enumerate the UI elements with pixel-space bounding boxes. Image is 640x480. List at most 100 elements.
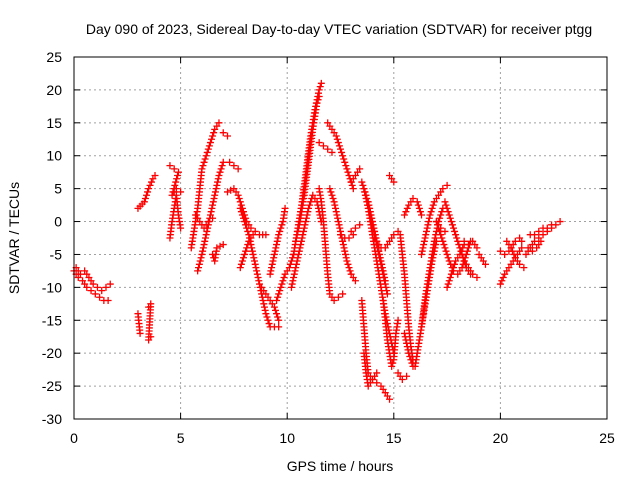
data-point-marker (303, 211, 311, 219)
series-arc22 (292, 92, 323, 245)
data-point-marker (364, 198, 372, 206)
data-point-marker (368, 214, 376, 222)
data-point-marker (430, 237, 438, 245)
data-point-marker (327, 188, 335, 196)
data-point-marker (277, 283, 285, 291)
data-point-marker (359, 181, 367, 189)
data-point-marker (274, 234, 282, 242)
data-point-marker (286, 260, 294, 268)
data-point-marker (236, 264, 244, 272)
data-point-marker (334, 214, 342, 222)
data-point-marker (404, 346, 412, 354)
series-arc28 (347, 221, 364, 235)
data-point-marker (459, 244, 467, 252)
series-arc20 (287, 191, 325, 291)
series-arc29 (347, 165, 364, 186)
data-point-marker (251, 257, 259, 265)
data-point-marker (209, 198, 217, 206)
data-point-marker (368, 218, 376, 226)
data-point-marker (248, 244, 256, 252)
data-point-marker (98, 287, 106, 295)
data-point-marker (334, 293, 342, 301)
data-point-marker (266, 270, 274, 278)
data-point-marker (236, 204, 244, 212)
data-point-marker (249, 250, 257, 258)
series-arc36 (368, 227, 402, 252)
data-point-marker (272, 244, 280, 252)
data-point-marker (445, 257, 453, 265)
data-point-marker (224, 188, 232, 196)
data-point-marker (140, 198, 148, 206)
data-point-marker (333, 211, 341, 219)
data-point-marker (209, 214, 217, 222)
data-point-marker (348, 181, 356, 189)
data-point-marker (365, 201, 373, 209)
data-point-marker (215, 119, 223, 127)
data-point-marker (402, 336, 410, 344)
data-point-marker (237, 260, 245, 268)
y-tick-label: -20 (42, 345, 62, 361)
data-point-marker (273, 237, 281, 245)
data-point-marker (205, 142, 213, 150)
data-point-marker (292, 264, 300, 272)
data-point-marker (268, 264, 276, 272)
data-point-marker (333, 135, 341, 143)
data-point-marker (376, 250, 384, 258)
data-point-marker (420, 237, 428, 245)
data-point-marker (142, 191, 150, 199)
chart-title: Day 090 of 2023, Sidereal Day-to-day VTE… (86, 21, 592, 37)
data-point-marker (287, 283, 295, 291)
data-point-marker (136, 329, 144, 337)
data-point-marker (339, 290, 347, 298)
data-point-marker (243, 224, 251, 232)
data-point-marker (537, 237, 545, 245)
data-point-marker (437, 224, 445, 232)
data-point-marker (539, 231, 547, 239)
data-point-marker (388, 362, 396, 370)
data-point-marker (277, 224, 285, 232)
data-point-marker (403, 204, 411, 212)
data-point-marker (400, 211, 408, 219)
data-point-marker (166, 162, 174, 170)
data-point-marker (201, 155, 209, 163)
data-point-marker (378, 264, 386, 272)
data-point-marker (315, 86, 323, 94)
series-arc1 (70, 267, 112, 305)
data-point-marker (226, 158, 234, 166)
data-point-marker (332, 132, 340, 140)
data-point-marker (401, 333, 409, 341)
data-point-marker (172, 185, 180, 193)
data-point-marker (324, 145, 332, 153)
data-point-marker (278, 221, 286, 229)
data-point-marker (329, 195, 337, 203)
data-point-marker (242, 221, 250, 229)
data-point-marker (271, 306, 279, 314)
data-point-marker (543, 224, 551, 232)
data-point-marker (369, 221, 377, 229)
data-point-marker (438, 208, 446, 216)
data-point-marker (170, 165, 178, 173)
data-point-marker (443, 181, 451, 189)
y-tick-label: 5 (54, 181, 62, 197)
data-point-marker (337, 145, 344, 153)
data-point-marker (438, 234, 446, 242)
series-arc23 (315, 185, 347, 305)
data-point-marker (273, 297, 281, 305)
data-point-marker (200, 158, 208, 166)
data-point-marker (427, 208, 435, 216)
data-point-marker (398, 376, 406, 384)
data-point-marker (261, 306, 269, 314)
data-point-marker (275, 231, 283, 239)
data-point-marker (265, 320, 273, 328)
data-point-marker (409, 195, 417, 203)
data-point-marker (444, 280, 452, 288)
series-arc57 (526, 221, 556, 239)
series-arc46 (432, 218, 449, 235)
series-arc32 (360, 349, 381, 390)
data-point-marker (93, 283, 101, 291)
data-point-marker (204, 145, 212, 153)
y-tick-label: -25 (42, 378, 62, 394)
data-point-marker (444, 254, 452, 262)
data-point-marker (314, 89, 322, 97)
